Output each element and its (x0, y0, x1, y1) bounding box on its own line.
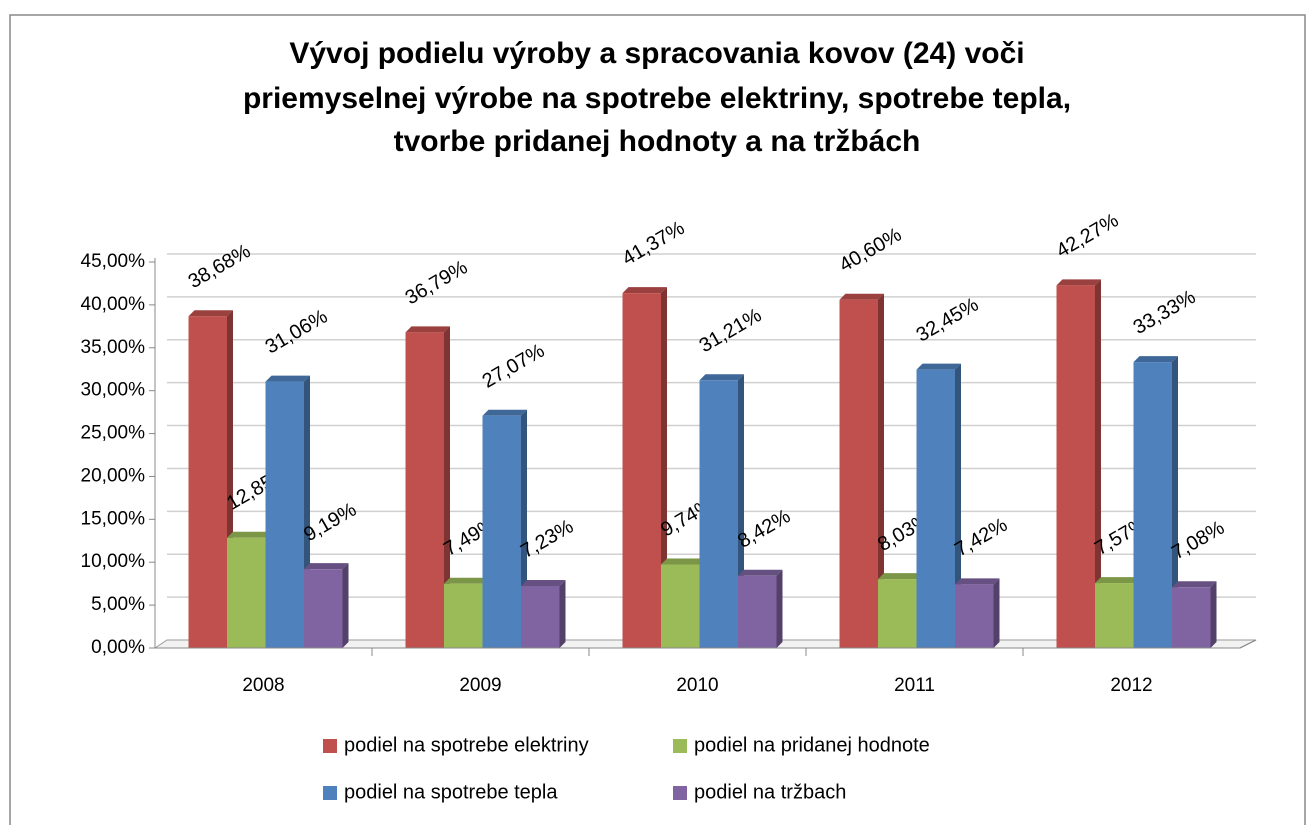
bar (482, 415, 521, 648)
bar-side (1210, 581, 1217, 648)
y-tick-label: 10,00% (81, 551, 146, 572)
bar (916, 369, 955, 648)
x-tick-label: 2012 (1110, 675, 1152, 696)
legend-swatch (323, 739, 337, 753)
bar-top (622, 287, 667, 294)
bar-top (1133, 356, 1178, 363)
bar-top (955, 578, 1000, 585)
bar-top (405, 326, 450, 333)
bar (1056, 285, 1095, 648)
bar-top (227, 531, 272, 538)
bar-top (304, 563, 349, 570)
y-tick-label: 30,00% (81, 380, 146, 401)
bar (839, 299, 878, 648)
x-tick-label: 2009 (459, 675, 501, 696)
bar-side (661, 287, 667, 648)
y-tick-label: 45,00% (81, 251, 146, 272)
bar (444, 583, 483, 648)
y-tick-label: 40,00% (81, 294, 146, 315)
bar-top (1172, 581, 1217, 588)
bar-top (188, 310, 233, 317)
bar (265, 381, 304, 648)
bar-side (776, 569, 783, 648)
legend-label: podiel na tržbach (694, 781, 846, 803)
bar-side (559, 579, 566, 648)
legend-label: podiel na spotrebe elektriny (344, 734, 589, 756)
bar (405, 332, 444, 648)
bar-side (1095, 279, 1101, 648)
legend-swatch (673, 739, 687, 753)
bar-top (521, 579, 566, 586)
y-tick-label: 15,00% (81, 508, 146, 529)
x-tick-label: 2010 (676, 675, 718, 696)
bar (227, 537, 266, 648)
bar-top (839, 293, 884, 300)
bar (878, 579, 917, 648)
bar-side (444, 326, 450, 648)
x-tick-label: 2008 (242, 675, 284, 696)
bar-side (955, 363, 961, 648)
bar-top (482, 409, 527, 416)
bar-top (661, 558, 706, 565)
y-tick-label: 0,00% (91, 637, 145, 658)
bar-side (1172, 356, 1178, 648)
bar (1172, 587, 1211, 648)
y-tick-label: 5,00% (91, 594, 145, 615)
y-tick-label: 20,00% (81, 465, 146, 486)
bar-top (265, 375, 310, 382)
legend-label: podiel na pridanej hodnote (694, 734, 930, 756)
y-tick-label: 25,00% (81, 423, 146, 444)
bar (521, 585, 560, 648)
legend-swatch (323, 786, 337, 800)
legend-swatch (673, 786, 687, 800)
bar-top (1095, 577, 1140, 584)
bar-top (916, 363, 961, 370)
chart-title: Vývoj podielu výroby a spracovania kovov… (289, 37, 1024, 70)
bar (699, 380, 738, 648)
bar-top (699, 374, 744, 381)
bar-top (878, 573, 923, 580)
bar-top (444, 577, 489, 584)
bar (188, 316, 227, 648)
x-tick-label: 2011 (894, 675, 935, 696)
bar (622, 293, 661, 648)
bar (738, 575, 777, 648)
chart-title: tvorbe pridanej hodnoty a na tržbách (394, 125, 921, 158)
bar-top (1056, 279, 1101, 286)
x-axis-end (1239, 639, 1257, 649)
bar-side (342, 563, 349, 648)
legend-label: podiel na spotrebe tepla (344, 781, 558, 803)
chart-title: priemyselnej výrobe na spotrebe elektrin… (243, 82, 1071, 115)
bar-side (993, 578, 1000, 648)
bar (955, 584, 994, 648)
bar (1133, 362, 1172, 648)
y-tick-label: 35,00% (81, 337, 146, 358)
bar (661, 564, 700, 648)
bar (304, 569, 343, 648)
bar-top (738, 569, 783, 576)
bar (1095, 583, 1134, 648)
bar-side (878, 293, 884, 648)
